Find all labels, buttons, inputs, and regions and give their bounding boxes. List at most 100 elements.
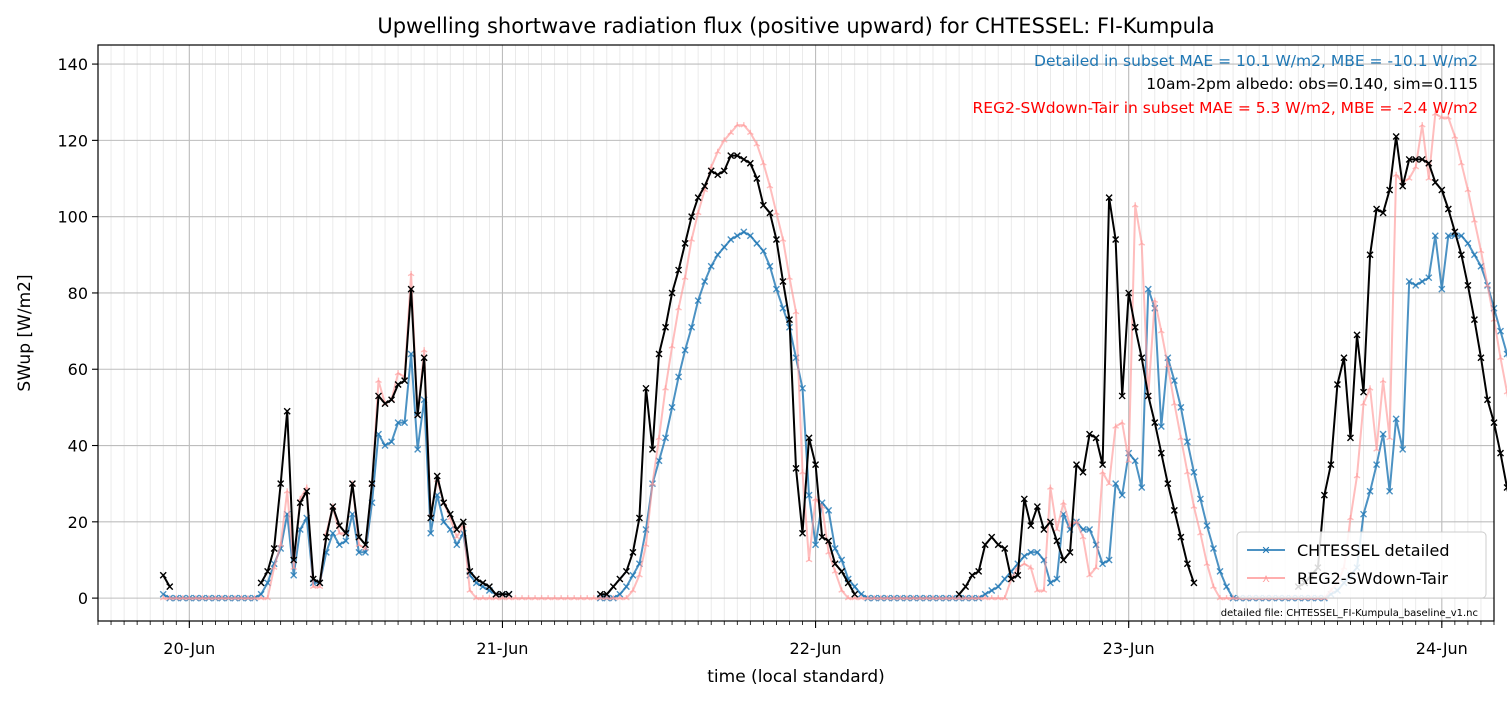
data-point	[1386, 186, 1394, 194]
data-point	[1379, 430, 1387, 438]
data-point	[623, 595, 630, 601]
data-point	[701, 278, 709, 285]
data-point	[792, 464, 800, 472]
data-point	[1170, 377, 1178, 385]
data-point	[936, 595, 943, 601]
data-point	[205, 595, 213, 601]
data-point	[1418, 155, 1426, 163]
data-point	[1027, 522, 1035, 530]
data-point	[557, 595, 565, 601]
data-point	[1001, 575, 1009, 583]
data-point	[427, 514, 435, 522]
data-point	[1001, 595, 1009, 601]
data-point	[270, 564, 278, 570]
data-point	[1464, 239, 1472, 247]
data-point	[1497, 327, 1505, 335]
data-point	[1347, 515, 1354, 521]
data-point	[662, 323, 670, 331]
data-point	[1366, 487, 1374, 495]
data-point	[1073, 518, 1080, 525]
y-tick-label: 40	[68, 437, 88, 456]
data-point	[825, 537, 833, 545]
data-point	[1503, 483, 1507, 491]
data-point	[805, 491, 813, 499]
data-point	[603, 590, 611, 598]
data-point	[1131, 202, 1139, 208]
y-tick-label: 20	[68, 513, 88, 532]
data-point	[479, 595, 487, 601]
data-point	[694, 297, 702, 305]
data-point	[929, 595, 937, 601]
data-point	[799, 469, 806, 475]
data-point	[609, 583, 617, 591]
data-point	[681, 239, 689, 247]
data-point	[825, 549, 832, 555]
data-point	[1177, 403, 1185, 411]
data-point	[1438, 285, 1446, 293]
data-point	[694, 194, 702, 202]
data-point	[812, 461, 820, 469]
data-point	[609, 595, 617, 601]
data-point	[759, 247, 767, 255]
data-point	[851, 590, 859, 598]
data-point	[1164, 480, 1172, 488]
data-point	[942, 595, 950, 601]
data-point	[1464, 186, 1472, 193]
annotation-detailed-error: Detailed in subset MAE = 10.1 W/m2, MBE …	[1034, 52, 1478, 70]
data-point	[433, 472, 441, 480]
data-point	[792, 309, 800, 315]
series-observations	[159, 133, 1507, 598]
data-point	[466, 567, 474, 575]
data-point	[394, 381, 402, 388]
legend-box	[1236, 531, 1487, 599]
data-point	[968, 595, 976, 601]
data-point	[1412, 155, 1420, 163]
data-point	[375, 377, 382, 384]
data-point	[720, 137, 728, 143]
footnote: detailed file: CHTESSEL_FI-Kumpula_basel…	[1221, 608, 1478, 619]
data-point	[622, 583, 630, 591]
data-point	[388, 396, 396, 404]
data-point	[714, 251, 722, 259]
data-point	[1151, 297, 1159, 303]
data-point	[1477, 354, 1485, 362]
data-point	[988, 595, 996, 601]
data-point	[1105, 556, 1113, 564]
data-point	[1483, 396, 1491, 404]
data-point	[1484, 282, 1491, 288]
data-point	[825, 506, 833, 514]
data-point	[851, 583, 859, 591]
data-point	[1399, 182, 1407, 190]
data-point	[499, 595, 506, 601]
data-point	[485, 583, 493, 591]
data-point	[1373, 446, 1380, 452]
data-point	[277, 480, 285, 488]
data-point	[1418, 122, 1426, 128]
data-point	[649, 480, 656, 487]
data-point	[1164, 362, 1172, 368]
y-tick-label: 0	[78, 589, 88, 608]
data-point	[1033, 587, 1041, 593]
legend-label-reg2: REG2-SWdown-Tair	[1297, 569, 1448, 588]
data-point	[733, 152, 741, 160]
data-point	[629, 587, 637, 593]
x-tick-label: 20-Jun	[163, 639, 215, 658]
data-point	[883, 595, 891, 601]
data-point	[772, 236, 780, 244]
data-point	[1451, 133, 1459, 139]
data-point	[453, 525, 461, 533]
data-point	[512, 595, 519, 601]
data-point	[1451, 228, 1459, 236]
data-point	[199, 595, 206, 601]
data-point	[1183, 560, 1191, 568]
data-point	[779, 278, 787, 285]
data-point	[596, 595, 604, 601]
data-point	[342, 529, 350, 537]
data-point	[779, 304, 787, 312]
data-point	[720, 243, 728, 251]
data-point	[1412, 164, 1420, 170]
data-point	[1112, 236, 1120, 244]
data-point	[890, 595, 898, 601]
data-point	[910, 595, 917, 601]
